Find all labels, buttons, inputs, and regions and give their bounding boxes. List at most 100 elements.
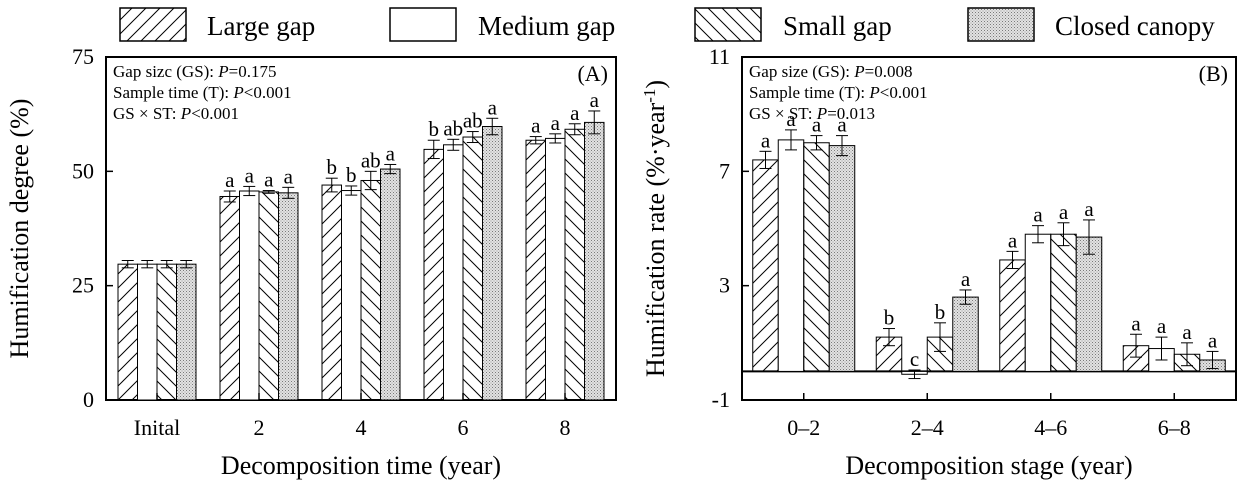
y-tick-label: 50 bbox=[72, 158, 94, 183]
stat-prefix: Gap size (GS): bbox=[749, 62, 854, 81]
significance-letter: a bbox=[245, 163, 255, 187]
significance-letter: a bbox=[570, 101, 580, 125]
significance-letter: a bbox=[1131, 311, 1141, 335]
bar bbox=[117, 263, 138, 401]
stat-value: =0.013 bbox=[827, 104, 875, 123]
x-axis-label-a: Decomposition time (year) bbox=[221, 451, 501, 480]
bar bbox=[545, 137, 566, 401]
plot-frame-b bbox=[741, 56, 1237, 401]
y-axis-label-a: Humification degree (%) bbox=[5, 99, 34, 359]
bar bbox=[777, 139, 805, 372]
bar bbox=[423, 148, 444, 401]
x-tick-label: 8 bbox=[560, 415, 571, 440]
y-tick-label: 7 bbox=[719, 158, 730, 183]
bar bbox=[752, 159, 779, 372]
bar bbox=[219, 195, 240, 401]
significance-letter: a bbox=[1208, 328, 1218, 352]
bar bbox=[341, 190, 362, 401]
y-axis-label-b-sup: -1 bbox=[640, 89, 659, 103]
stat-value: <0.001 bbox=[880, 83, 928, 102]
significance-letter: a bbox=[1157, 314, 1167, 338]
bar bbox=[380, 168, 401, 401]
y-tick-label: 25 bbox=[72, 273, 94, 298]
significance-letter: a bbox=[531, 114, 541, 138]
stat-p: P bbox=[232, 83, 243, 102]
bar bbox=[462, 136, 483, 401]
stat-line: Gap sizc (GS): P=0.175 bbox=[113, 62, 277, 81]
stat-value: <0.001 bbox=[244, 83, 292, 102]
bar bbox=[482, 126, 503, 401]
significance-letter: a bbox=[786, 107, 796, 131]
x-tick-label: 6–8 bbox=[1158, 415, 1191, 440]
significance-letter: a bbox=[264, 168, 274, 192]
stat-prefix: Sample time (T): bbox=[113, 83, 233, 102]
x-tick-label: 6 bbox=[458, 415, 469, 440]
y-tick-label: -1 bbox=[712, 387, 730, 412]
significance-letter: a bbox=[837, 113, 847, 137]
stat-p: P bbox=[180, 104, 191, 123]
bar bbox=[443, 144, 464, 401]
bar bbox=[176, 263, 197, 401]
significance-letter: b bbox=[429, 117, 440, 141]
legend-label-closed: Closed canopy bbox=[1055, 11, 1215, 41]
stat-prefix: GS × ST: bbox=[749, 104, 817, 123]
significance-letter: a bbox=[1182, 320, 1192, 344]
significance-letter: a bbox=[1008, 228, 1018, 252]
y-axis-label-b-close: ) bbox=[641, 80, 670, 89]
y-tick-label: 3 bbox=[719, 273, 730, 298]
y-tick-label: 75 bbox=[72, 44, 94, 69]
significance-letter: a bbox=[488, 95, 498, 119]
bar bbox=[239, 190, 260, 401]
bar bbox=[1050, 233, 1077, 372]
stat-p: P bbox=[868, 83, 879, 102]
legend-swatch-medium bbox=[389, 7, 457, 42]
stat-p: P bbox=[217, 62, 228, 81]
significance-letter: b bbox=[327, 155, 338, 179]
legend-label-small: Small gap bbox=[783, 11, 892, 41]
x-tick-label: 2–4 bbox=[911, 415, 944, 440]
stat-p: P bbox=[853, 62, 864, 81]
y-tick-label: 11 bbox=[709, 44, 730, 69]
significance-letter: ab bbox=[361, 148, 381, 172]
stat-value: =0.175 bbox=[229, 62, 277, 81]
stat-p: P bbox=[816, 104, 827, 123]
stat-prefix: Gap sizc (GS): bbox=[113, 62, 218, 81]
bar bbox=[137, 263, 158, 401]
legend-swatch-closed bbox=[967, 7, 1035, 42]
significance-letter: a bbox=[1059, 200, 1069, 224]
axes-b: -1 3 7 11 0–2 2–4 4–6 6–8 bbox=[709, 44, 1191, 440]
bar bbox=[1075, 236, 1103, 372]
bar bbox=[525, 139, 546, 401]
x-tick-label: 4 bbox=[356, 415, 367, 440]
y-tick-label: 0 bbox=[83, 387, 94, 412]
axes-a: 0 25 50 75 Inital 2 4 6 8 bbox=[72, 44, 571, 440]
significance-letter: a bbox=[225, 168, 235, 192]
bar bbox=[1024, 233, 1052, 372]
y-axis-label-b: Humification rate (%·year-1) bbox=[640, 80, 670, 377]
bar bbox=[803, 142, 830, 372]
stat-line: Sample time (T): P<0.001 bbox=[113, 83, 292, 102]
bar bbox=[278, 192, 299, 401]
significance-letter: a bbox=[761, 128, 771, 152]
significance-letter: b bbox=[346, 163, 357, 187]
significance-letter: c bbox=[910, 347, 919, 371]
significance-letter: a bbox=[551, 111, 561, 135]
panel-tag-a: (A) bbox=[577, 61, 608, 86]
bar bbox=[564, 128, 585, 401]
bar bbox=[360, 179, 381, 401]
legend-swatch-small bbox=[694, 7, 762, 42]
bar bbox=[258, 191, 279, 401]
x-tick-label: Inital bbox=[134, 415, 180, 440]
significance-letter: a bbox=[1084, 197, 1094, 221]
bar bbox=[156, 263, 177, 401]
significance-letter: b bbox=[935, 300, 946, 324]
significance-letter: a bbox=[590, 88, 600, 112]
stat-prefix: Sample time (T): bbox=[749, 83, 869, 102]
